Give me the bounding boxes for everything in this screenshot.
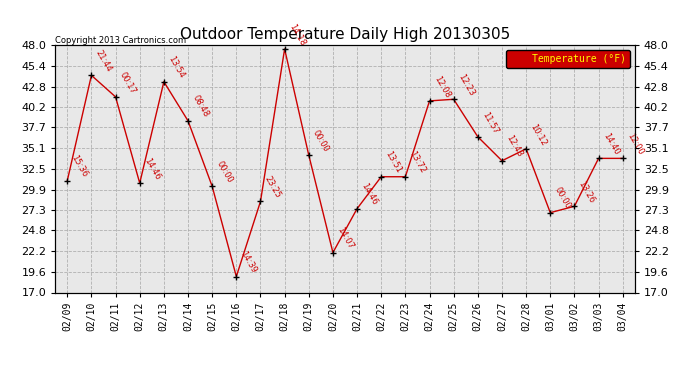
Text: 14:46: 14:46: [142, 156, 162, 182]
Text: 15:36: 15:36: [70, 154, 90, 179]
Text: 13:72: 13:72: [408, 150, 428, 175]
Legend: Temperature (°F): Temperature (°F): [506, 50, 630, 68]
Text: Copyright 2013 Cartronics.com: Copyright 2013 Cartronics.com: [55, 36, 186, 45]
Text: 13:54: 13:54: [166, 55, 186, 80]
Text: 11:57: 11:57: [480, 110, 500, 135]
Text: 23:25: 23:25: [263, 175, 283, 200]
Text: 21:44: 21:44: [94, 49, 114, 74]
Text: 14:46: 14:46: [359, 182, 380, 207]
Text: 10:12: 10:12: [529, 122, 549, 147]
Text: 13:26: 13:26: [577, 179, 597, 205]
Text: 00:17: 00:17: [118, 70, 138, 95]
Text: 00:00: 00:00: [311, 129, 331, 154]
Text: 08:48: 08:48: [190, 94, 210, 119]
Title: Outdoor Temperature Daily High 20130305: Outdoor Temperature Daily High 20130305: [180, 27, 510, 42]
Text: 14:18: 14:18: [287, 22, 307, 47]
Text: 14:40: 14:40: [601, 132, 621, 157]
Text: 12:43: 12:43: [504, 134, 524, 159]
Text: 12:23: 12:23: [456, 72, 476, 98]
Text: 00:00: 00:00: [553, 186, 573, 211]
Text: 14:07: 14:07: [335, 226, 355, 251]
Text: 13:51: 13:51: [384, 150, 404, 175]
Text: 12:00: 12:00: [625, 132, 645, 157]
Text: 00:00: 00:00: [215, 160, 235, 185]
Text: 12:08: 12:08: [432, 74, 452, 99]
Text: 14:39: 14:39: [239, 250, 259, 275]
